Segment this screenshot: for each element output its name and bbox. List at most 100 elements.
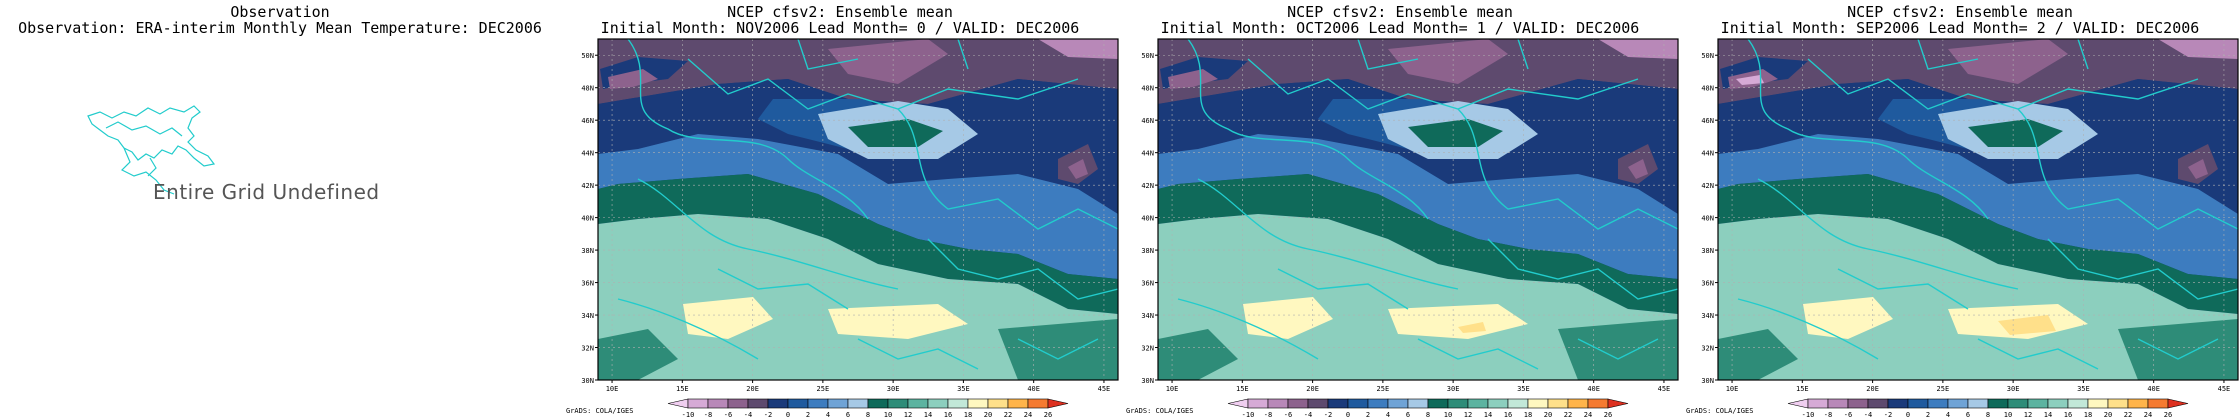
colorbar-swatch: [1867, 398, 1889, 409]
colorbar-swatch: [787, 398, 809, 409]
contour-patch: [998, 319, 1118, 380]
lat-tick-label: 30N: [581, 377, 594, 385]
colorbar-swatch: [1427, 398, 1449, 409]
lat-tick-label: 50N: [1141, 52, 1154, 60]
colorbar-swatch: [2067, 398, 2089, 409]
lat-tick-label: 32N: [581, 345, 594, 353]
colorbar-label: -4: [1864, 411, 1872, 419]
lon-tick-label: 10E: [606, 385, 619, 393]
colorbar-label: 24: [2144, 411, 2152, 419]
contour-patch: [1038, 39, 1118, 59]
colorbar-swatch: [2147, 398, 2169, 409]
lon-tick-label: 15E: [1796, 385, 1809, 393]
lat-tick-label: 42N: [581, 182, 594, 190]
contour-patch: [828, 304, 968, 339]
contour-patch: [1243, 297, 1333, 339]
colorbar-label: 0: [1906, 411, 1910, 419]
colorbar-label: 8: [1426, 411, 1430, 419]
colorbar-swatch: [1007, 398, 1029, 409]
forecast-subtitle: Initial Month: NOV2006 Lead Month= 0 / V…: [600, 19, 1080, 37]
colorbar-label: 8: [1986, 411, 1990, 419]
observation-outline-map: [87, 105, 216, 195]
map-frame: [1717, 38, 2239, 381]
colorbar-label: 22: [2124, 411, 2132, 419]
colorbar-swatch: [907, 398, 929, 409]
forecast-map-lead2: 30N 32N 34N 36N 38N 40N 42N 44N 46N 48N 50N 10E 15E 2…: [1701, 38, 2239, 419]
lat-tick-label: 34N: [1701, 312, 1714, 320]
colorbar-swatch: [1247, 398, 1269, 409]
colorbar: -10 -8 -6 -4 -2 0 2 4 6 8 10 12 14 16 18 20 22 24 26: [1227, 398, 1629, 419]
colorbar-label: 12: [2024, 411, 2032, 419]
colorbar-swatch: [1467, 398, 1489, 409]
colorbar-label: -10: [682, 411, 695, 419]
contour-patch: [608, 69, 658, 89]
forecast-title: NCEP cfsv2: Ensemble mean: [1287, 3, 1513, 21]
lon-tick-label: 15E: [676, 385, 689, 393]
colorbar-swatch: [1407, 398, 1429, 409]
contour-patch: [1558, 319, 1678, 380]
colorbar-swatch: [1387, 398, 1409, 409]
colorbar-swatch: [987, 398, 1009, 409]
colorbar-swatch: [1947, 398, 1969, 409]
lat-tick-label: 50N: [581, 52, 594, 60]
colorbar-swatch: [1447, 398, 1469, 409]
lon-tick-label: 35E: [957, 385, 970, 393]
colorbar-swatch: [1327, 398, 1349, 409]
colorbar-swatch: [827, 398, 849, 409]
lat-tick-label: 46N: [581, 117, 594, 125]
colorbar-swatch: [887, 398, 909, 409]
observation-subtitle: Observation: ERA-interim Monthly Mean Te…: [18, 19, 542, 37]
lon-tick-label: 30E: [2007, 385, 2020, 393]
lon-tick-label: 45E: [1098, 385, 1111, 393]
map-frame: [1157, 38, 1679, 381]
colorbar-label: -8: [1824, 411, 1832, 419]
colorbar-swatch: [1827, 398, 1849, 409]
grads-credit: GrADS: COLA/IGES: [1686, 407, 1754, 415]
colorbar-label: 10: [2004, 411, 2012, 419]
lon-tick-label: 15E: [1236, 385, 1249, 393]
colorbar-label: -6: [1284, 411, 1292, 419]
forecast-title: NCEP cfsv2: Ensemble mean: [1847, 3, 2073, 21]
colorbar-swatch: [1607, 398, 1629, 409]
colorbar-label: 18: [964, 411, 972, 419]
lat-tick-label: 46N: [1141, 117, 1154, 125]
grads-credit: GrADS: COLA/IGES: [566, 407, 634, 415]
contour-patch: [2118, 319, 2238, 380]
lat-tick-label: 48N: [1701, 85, 1714, 93]
country-boundaries: [617, 39, 1118, 370]
lat-tick-label: 36N: [1701, 280, 1714, 288]
lon-tick-label: 40E: [1027, 385, 1040, 393]
lon-tick-label: 25E: [1377, 385, 1390, 393]
colorbar-label: 6: [1966, 411, 1970, 419]
country-boundaries: [1177, 39, 1678, 370]
colorbar-swatch: [2007, 398, 2029, 409]
colorbar-label: 0: [786, 411, 790, 419]
lat-tick-label: 34N: [1141, 312, 1154, 320]
colorbar-label: -6: [724, 411, 732, 419]
colorbar-label: 6: [846, 411, 850, 419]
colorbar: -10 -8 -6 -4 -2 0 2 4 6 8 10 12 14 16 18 20 22 24 26: [667, 398, 1069, 419]
forecast-map-lead1: 30N 32N 34N 36N 38N 40N 42N 44N 46N 48N 50N 10E 15E 2…: [1141, 38, 1679, 419]
colorbar-label: 2: [1926, 411, 1930, 419]
colorbar-swatch: [1307, 398, 1329, 409]
lat-tick-label: 48N: [581, 85, 594, 93]
colorbar-label: 6: [1406, 411, 1410, 419]
colorbar-label: -4: [1304, 411, 1312, 419]
lon-tick-label: 30E: [1447, 385, 1460, 393]
contour-patch: [1598, 39, 1678, 59]
colorbar-label: -8: [704, 411, 712, 419]
colorbar-label: 12: [904, 411, 912, 419]
country-boundaries: [1737, 39, 2238, 370]
colorbar-swatch: [707, 398, 729, 409]
colorbar-swatch: [1227, 398, 1249, 409]
colorbar-swatch: [1347, 398, 1369, 409]
lat-tick-label: 38N: [581, 247, 594, 255]
colorbar-label: 24: [1024, 411, 1032, 419]
colorbar-label: 10: [1444, 411, 1452, 419]
colorbar-swatch: [1267, 398, 1289, 409]
observation-boundary-outline: [87, 105, 216, 195]
contour-patch: [1968, 119, 2063, 147]
contour-patch: [1803, 297, 1893, 339]
lon-tick-label: 25E: [817, 385, 830, 393]
lat-tick-label: 30N: [1701, 377, 1714, 385]
